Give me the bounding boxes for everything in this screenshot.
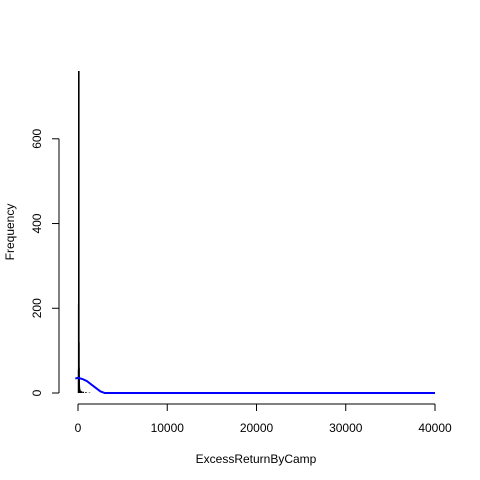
x-tick-label: 20000 bbox=[240, 421, 274, 435]
y-tick-label: 600 bbox=[30, 128, 44, 148]
histogram-bar bbox=[85, 392, 87, 393]
histogram-bar bbox=[79, 390, 82, 393]
x-axis-label: ExcessReturnByCamp bbox=[196, 452, 317, 466]
x-tick-label: 10000 bbox=[151, 421, 185, 435]
y-tick-label: 400 bbox=[30, 213, 44, 233]
density-curve bbox=[75, 376, 435, 394]
y-tick-label: 200 bbox=[30, 298, 44, 318]
x-axis: 0 10000 20000 30000 40000 bbox=[75, 403, 452, 435]
y-axis-label: Frequency bbox=[3, 204, 17, 261]
histogram-bar bbox=[82, 391, 85, 393]
y-tick-label: 0 bbox=[30, 389, 44, 396]
x-tick-label: 40000 bbox=[418, 421, 452, 435]
y-axis: 0 200 400 600 bbox=[30, 128, 60, 396]
histogram-bar bbox=[78, 71, 80, 393]
x-tick-label: 0 bbox=[75, 421, 82, 435]
x-tick-label: 30000 bbox=[329, 421, 363, 435]
histogram-bars bbox=[77, 71, 91, 393]
histogram-bar bbox=[80, 391, 83, 393]
